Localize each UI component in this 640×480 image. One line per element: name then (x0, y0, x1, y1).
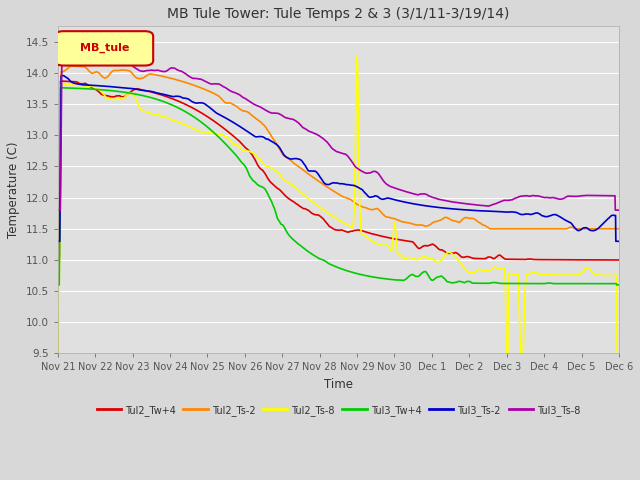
Tul2_Ts-8 (327, 212, 335, 217)
Tul3_Ts-2 (59, 73, 67, 79)
Line: Tul2_Ts-2: Tul2_Ts-2 (58, 66, 619, 229)
Line: Tul2_Ts-8: Tul2_Ts-8 (58, 57, 619, 360)
Tul3_Ts-8 (312, 131, 320, 137)
Tul2_Ts-8 (353, 54, 361, 60)
Tul3_Ts-8 (83, 48, 90, 53)
Tul2_Ts-8 (599, 273, 607, 278)
Tul3_Ts-2 (599, 221, 607, 227)
Tul2_Tw+4 (54, 257, 61, 263)
Tul3_Ts-2 (312, 169, 320, 175)
Tul3_Ts-2 (54, 239, 61, 244)
Tul2_Ts-2 (599, 226, 607, 232)
Tul3_Ts-8 (60, 43, 67, 49)
Line: Tul2_Tw+4: Tul2_Tw+4 (58, 81, 619, 260)
Tul2_Ts-2 (54, 226, 61, 232)
Tul2_Ts-2 (496, 226, 504, 232)
Legend: Tul2_Tw+4, Tul2_Ts-2, Tul2_Ts-8, Tul3_Tw+4, Tul3_Ts-2, Tul3_Ts-8: Tul2_Tw+4, Tul2_Ts-2, Tul2_Ts-8, Tul3_Tw… (93, 401, 584, 420)
Tul2_Tw+4 (599, 257, 607, 263)
Tul3_Tw+4 (615, 282, 623, 288)
Tul3_Tw+4 (496, 280, 504, 286)
Tul2_Ts-2 (312, 177, 320, 182)
Tul2_Ts-8 (312, 202, 319, 207)
Tul2_Tw+4 (599, 257, 607, 263)
Tul2_Ts-8 (599, 273, 607, 278)
Tul3_Ts-8 (599, 193, 607, 199)
Tul3_Tw+4 (327, 262, 335, 267)
Tul2_Ts-2 (615, 226, 623, 232)
Tul2_Ts-8 (83, 83, 90, 89)
Text: MB_tule: MB_tule (79, 43, 129, 53)
Tul2_Ts-2 (67, 63, 75, 69)
Tul2_Tw+4 (57, 78, 65, 84)
Tul2_Ts-2 (599, 226, 607, 232)
Tul3_Ts-8 (327, 144, 335, 150)
Tul2_Tw+4 (615, 257, 623, 263)
Tul2_Ts-8 (54, 357, 61, 362)
Tul2_Tw+4 (496, 252, 504, 258)
Tul2_Ts-2 (327, 187, 335, 192)
Tul2_Ts-8 (496, 265, 504, 271)
Tul2_Tw+4 (83, 81, 90, 87)
Line: Tul3_Ts-2: Tul3_Ts-2 (58, 76, 619, 241)
Tul3_Tw+4 (54, 282, 61, 288)
FancyBboxPatch shape (55, 31, 153, 66)
Tul3_Ts-2 (599, 221, 607, 227)
Tul2_Ts-8 (615, 357, 623, 362)
Tul3_Ts-8 (54, 207, 61, 213)
Tul2_Ts-2 (83, 66, 90, 72)
Tul3_Tw+4 (599, 281, 607, 287)
Tul3_Ts-2 (496, 209, 504, 215)
Tul3_Ts-2 (327, 180, 335, 186)
Line: Tul3_Ts-8: Tul3_Ts-8 (58, 46, 619, 210)
Tul3_Ts-8 (496, 199, 504, 205)
Tul3_Ts-2 (615, 239, 623, 244)
Tul3_Tw+4 (599, 281, 607, 287)
Tul3_Ts-2 (83, 82, 90, 88)
Tul3_Tw+4 (83, 86, 90, 92)
Tul3_Ts-8 (615, 207, 623, 213)
Tul3_Tw+4 (312, 254, 320, 260)
Tul2_Tw+4 (312, 212, 320, 218)
Tul3_Tw+4 (57, 85, 65, 91)
Tul3_Ts-8 (599, 193, 607, 199)
Title: MB Tule Tower: Tule Temps 2 & 3 (3/1/11-3/19/14): MB Tule Tower: Tule Temps 2 & 3 (3/1/11-… (167, 7, 509, 21)
Tul2_Tw+4 (327, 224, 335, 230)
Line: Tul3_Tw+4: Tul3_Tw+4 (58, 88, 619, 285)
Y-axis label: Temperature (C): Temperature (C) (7, 142, 20, 238)
X-axis label: Time: Time (324, 378, 353, 391)
